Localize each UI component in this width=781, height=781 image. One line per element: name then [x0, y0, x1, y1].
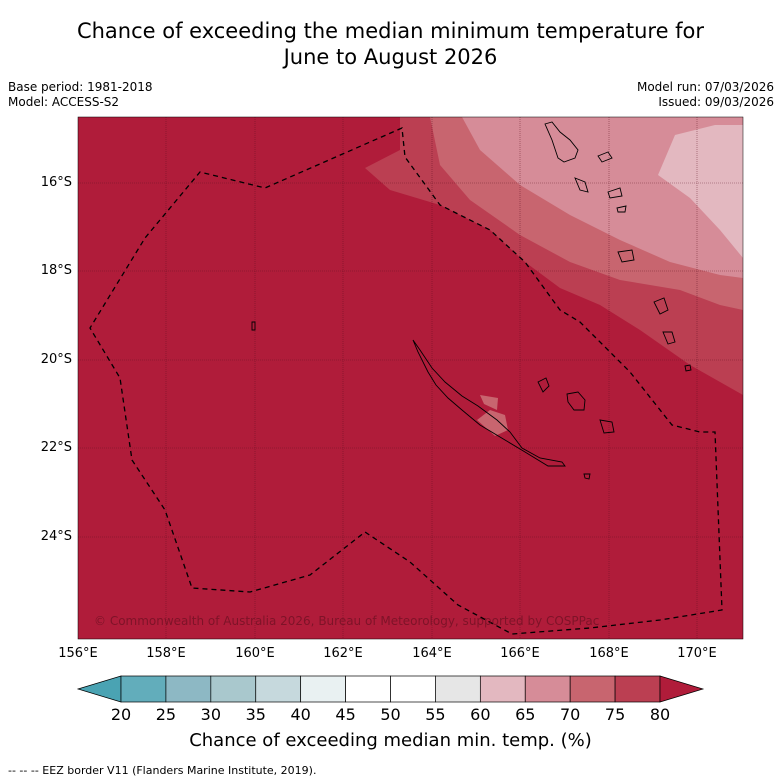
colorbar-bin [569, 675, 616, 703]
meta-right: Model run: 07/03/2026 Issued: 09/03/2026 [637, 80, 774, 110]
colorbar-bin [255, 675, 302, 703]
colorbar-bin [120, 675, 167, 703]
vanuatu-malakula-coast [574, 177, 589, 193]
x-tick-158E: 158°E [146, 646, 186, 661]
colorbar-under-arrow [76, 675, 122, 703]
vanuatu-aneityum-coast [684, 364, 692, 372]
vanuatu-efate-coast [617, 249, 635, 263]
y-tick-16S: 16°S [40, 175, 72, 190]
coastlines [251, 121, 692, 480]
vanuatu-island-b [607, 187, 623, 199]
colorbar-over-arrow [659, 675, 705, 703]
probability-shading [78, 117, 743, 639]
x-tick-156E: 156°E [58, 646, 98, 661]
new-caledonia-coast [412, 339, 566, 467]
vanuatu-espiritu-santo-coast [544, 121, 579, 163]
region-60-65 [658, 125, 743, 258]
colorbar-bin [345, 675, 391, 703]
colorbar-bin [390, 675, 436, 703]
x-tick-162E: 162°E [323, 646, 363, 661]
vanuatu-erromango-coast [653, 297, 669, 315]
colorbar-tick-label: 35 [245, 705, 266, 724]
base-period: Base period: 1981-2018 [8, 80, 153, 94]
colorbar-bin [524, 675, 571, 703]
colorbar-tick-label: 65 [515, 705, 536, 724]
x-tick-160E: 160°E [235, 646, 275, 661]
colorbar-tick-label: 55 [425, 705, 446, 724]
map-frame [77, 116, 744, 640]
colorbar-tick-label: 40 [290, 705, 311, 724]
vanuatu-tanna-coast [662, 331, 676, 345]
x-tick-170E: 170°E [677, 646, 717, 661]
x-tick-168E: 168°E [589, 646, 629, 661]
vanuatu-island-a [597, 151, 613, 163]
colorbar-label: Chance of exceeding median min. temp. (%… [189, 730, 592, 751]
title-line-1: Chance of exceeding the median minimum t… [76, 19, 705, 43]
mare-coast [566, 391, 586, 411]
model-run: Model run: 07/03/2026 [636, 80, 774, 94]
chart-title: Chance of exceeding the median minimum t… [0, 18, 781, 70]
chesterfield-islet [251, 321, 256, 331]
colorbar-tick-label: 60 [470, 705, 491, 724]
colorbar-bin [165, 675, 212, 703]
meta-left: Base period: 1981-2018 Model: ACCESS-S2 [8, 80, 153, 110]
copyright-text: © Commonwealth of Australia 2026, Bureau… [94, 614, 600, 628]
title-line-2: June to August 2026 [283, 45, 498, 69]
vanuatu-island-c [616, 205, 627, 213]
model-name: Model: ACCESS-S2 [8, 95, 120, 109]
y-tick-24S: 24°S [40, 529, 72, 544]
eez-footnote: -- -- -- EEZ border V11 (Flanders Marine… [8, 764, 317, 777]
colorbar-tick-label: 75 [604, 705, 626, 724]
colorbar-tick-label: 30 [200, 705, 221, 724]
colorbar-bin [210, 675, 257, 703]
y-tick-20S: 20°S [40, 352, 72, 367]
colorbar-tick-label: 20 [110, 705, 132, 724]
colorbar-tick-label: 50 [380, 705, 401, 724]
colorbar-bin [614, 675, 661, 703]
y-tick-18S: 18°S [40, 263, 72, 278]
island-small [599, 419, 615, 434]
patch-b [477, 410, 508, 436]
y-tick-22S: 22°S [40, 440, 72, 455]
x-tick-166E: 166°E [500, 646, 540, 661]
walpole-islet [583, 473, 591, 480]
colorbar-tick-label: 25 [155, 705, 177, 724]
colorbar-bin [300, 675, 346, 703]
colorbar-tick-label: 45 [335, 705, 356, 724]
graticule [78, 117, 743, 639]
colorbar-bins [120, 675, 661, 703]
colorbar-bin [479, 675, 526, 703]
patch-a [480, 395, 498, 410]
colorbar-tick-label: 80 [649, 705, 671, 724]
eez-border [89, 127, 723, 635]
colorbar-bin [435, 675, 481, 703]
colorbar-tick-label: 70 [559, 705, 581, 724]
x-tick-164E: 164°E [412, 646, 452, 661]
issued-date: Issued: 09/03/2026 [658, 95, 774, 109]
lifou-coast [537, 377, 550, 393]
